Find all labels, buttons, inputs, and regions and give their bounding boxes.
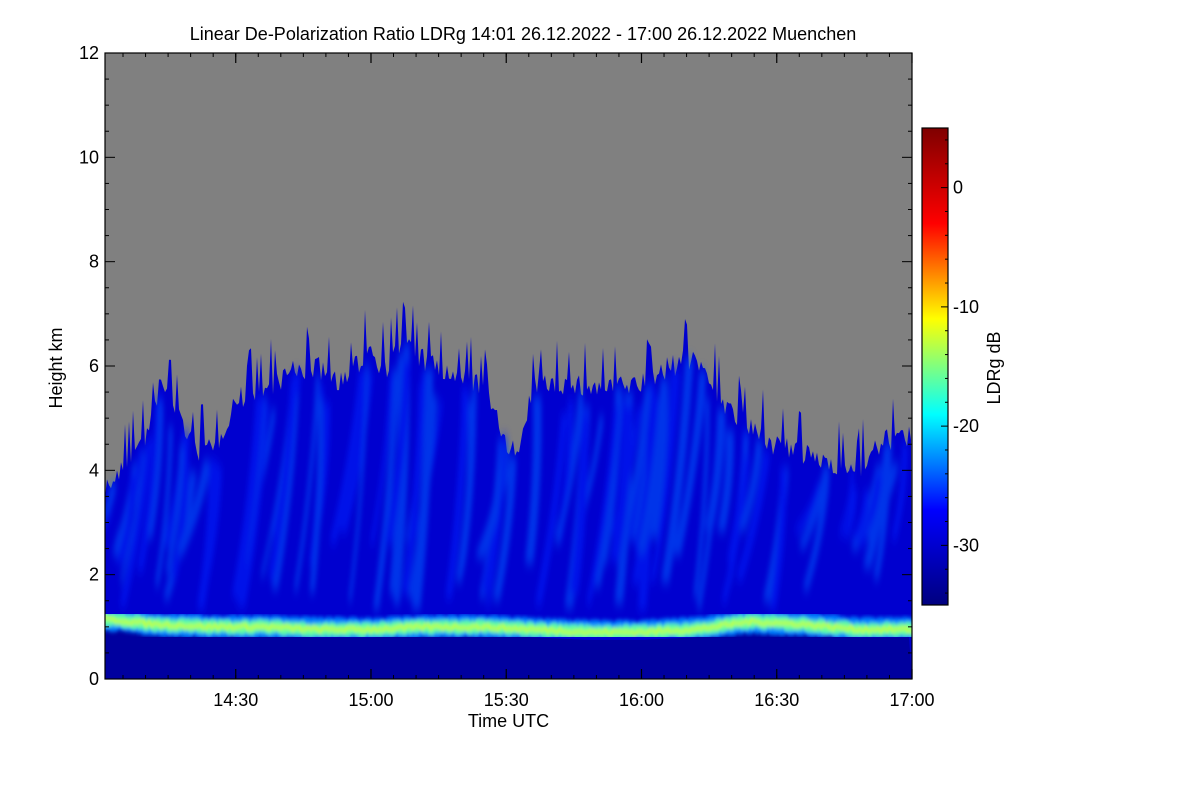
y-tick-label: 12 bbox=[79, 43, 99, 63]
y-tick-label: 6 bbox=[89, 356, 99, 376]
colorbar: 0 -10 -20 -30 bbox=[921, 127, 979, 606]
x-tick-label: 14:30 bbox=[213, 690, 258, 710]
y-tick-label: 0 bbox=[89, 669, 99, 689]
x-tick-label: 15:00 bbox=[348, 690, 393, 710]
melting-layer-band bbox=[105, 606, 912, 645]
colorbar-gradient bbox=[921, 127, 949, 606]
x-tick-label: 16:30 bbox=[754, 690, 799, 710]
x-tick-label: 17:00 bbox=[889, 690, 934, 710]
y-axis-label: Height km bbox=[46, 327, 66, 408]
colorbar-tick-label: 0 bbox=[953, 178, 963, 198]
y-tick-label: 4 bbox=[89, 460, 99, 480]
x-tick-label: 16:00 bbox=[619, 690, 664, 710]
x-axis-label: Time UTC bbox=[468, 711, 549, 731]
axes: 14:30 15:00 15:30 16:00 16:30 17:00 0 2 4 6 8 10 12 bbox=[79, 43, 935, 710]
colorbar-tick-label: -30 bbox=[953, 535, 979, 555]
heatmap-plot-area bbox=[105, 53, 912, 679]
colorbar-tick-label: -10 bbox=[953, 297, 979, 317]
colorbar-label: LDRg dB bbox=[984, 331, 1004, 404]
y-tick-label: 10 bbox=[79, 147, 99, 167]
y-tick-label: 8 bbox=[89, 252, 99, 272]
x-tick-label: 15:30 bbox=[484, 690, 529, 710]
y-tick-label: 2 bbox=[89, 565, 99, 585]
colorbar-tick-label: -20 bbox=[953, 416, 979, 436]
fall-streaks bbox=[105, 343, 908, 612]
chart-title: Linear De-Polarization Ratio LDRg 14:01 … bbox=[190, 24, 856, 44]
